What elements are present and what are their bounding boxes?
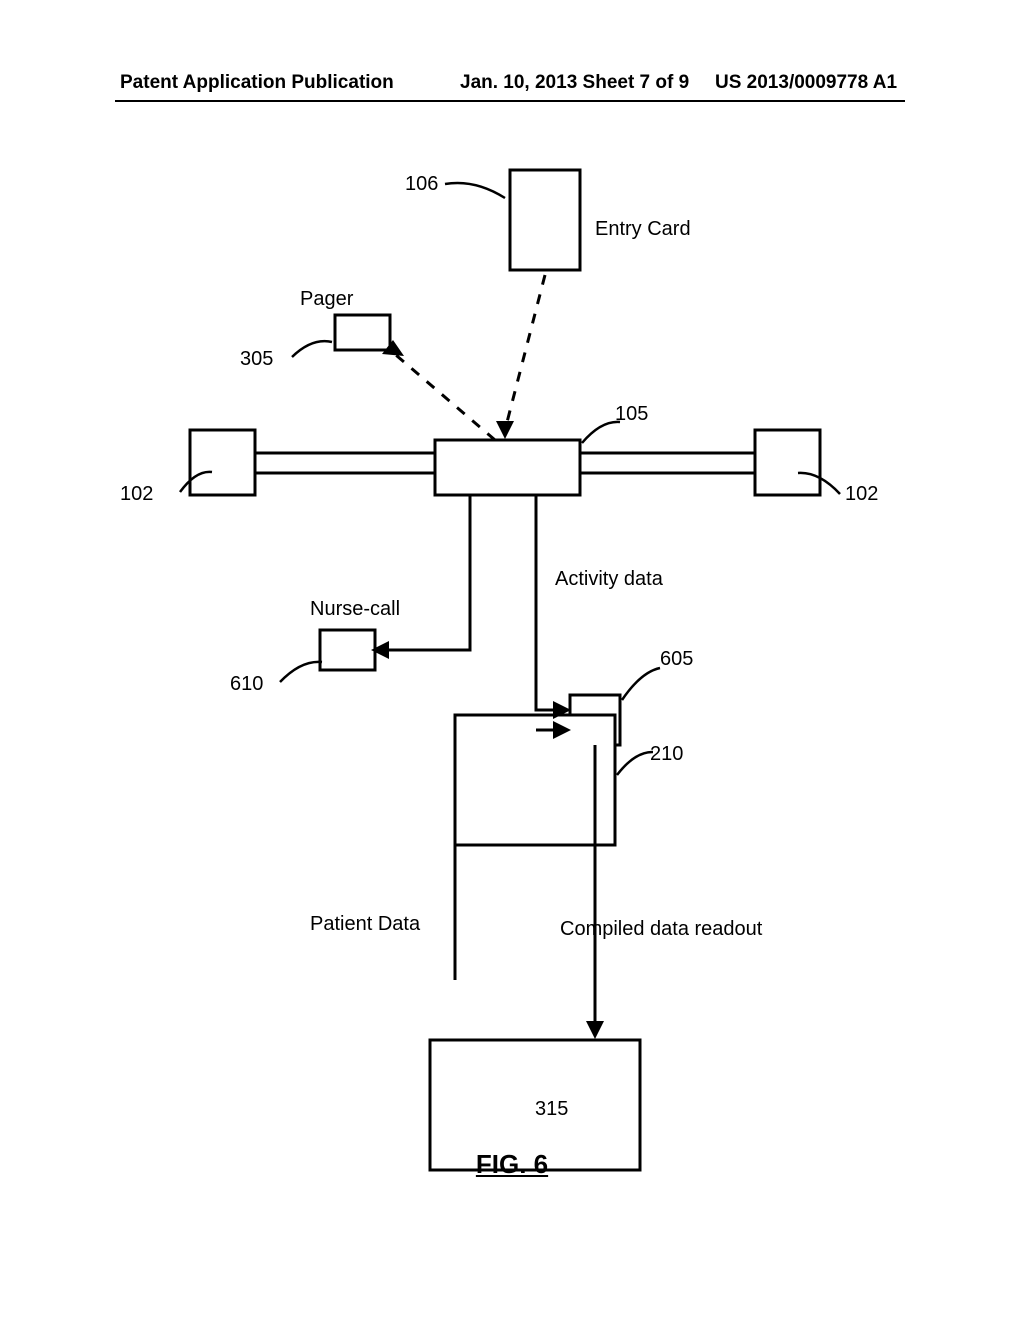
ref-pager: 305 (240, 348, 273, 370)
header-rule (115, 100, 905, 102)
label-entry_card: Entry Card (595, 218, 691, 240)
leader-l305 (292, 341, 332, 357)
ref-left_102: 102 (120, 483, 153, 505)
text-compiled: Compiled data readout (560, 918, 763, 940)
node-box_210 (455, 715, 615, 845)
ref-box_605: 605 (660, 648, 693, 670)
ref-box_210: 210 (650, 743, 683, 765)
arrow-center_to_nurse (375, 495, 470, 650)
ref-right_102: 102 (845, 483, 878, 505)
node-nurse_call (320, 630, 375, 670)
figure-caption: FIG. 6 (0, 1149, 1024, 1180)
text-patient_data: Patient Data (310, 913, 421, 935)
node-center_105 (435, 440, 580, 495)
label-box_315: 315 (535, 1098, 568, 1120)
diagram-container: Entry Card106Pager305105102102Nurse-call… (0, 140, 1024, 1240)
arrow-entry (505, 275, 545, 430)
ref-entry_card: 106 (405, 173, 438, 195)
header-center: Jan. 10, 2013 Sheet 7 of 9 (460, 72, 689, 94)
node-right_102 (755, 430, 820, 495)
arrow-center_to_605 (536, 495, 567, 710)
leader-l610 (280, 662, 322, 682)
leader-l105 (582, 422, 620, 443)
leader-l605 (622, 668, 660, 700)
ref-nurse_call: 610 (230, 673, 263, 695)
label-nurse_call: Nurse-call (310, 598, 400, 620)
arrow-pager (390, 350, 495, 440)
header-left: Patent Application Publication (120, 72, 394, 94)
page: Patent Application Publication Jan. 10, … (0, 0, 1024, 1320)
node-entry_card (510, 170, 580, 270)
label-pager: Pager (300, 288, 354, 310)
leader-l210 (617, 752, 653, 775)
diagram-svg: Entry Card106Pager305105102102Nurse-call… (0, 140, 1024, 1200)
leader-l106 (445, 183, 505, 198)
node-left_102 (190, 430, 255, 495)
text-activity_data: Activity data (555, 568, 664, 590)
node-pager (335, 315, 390, 350)
header-right: US 2013/0009778 A1 (715, 72, 897, 94)
